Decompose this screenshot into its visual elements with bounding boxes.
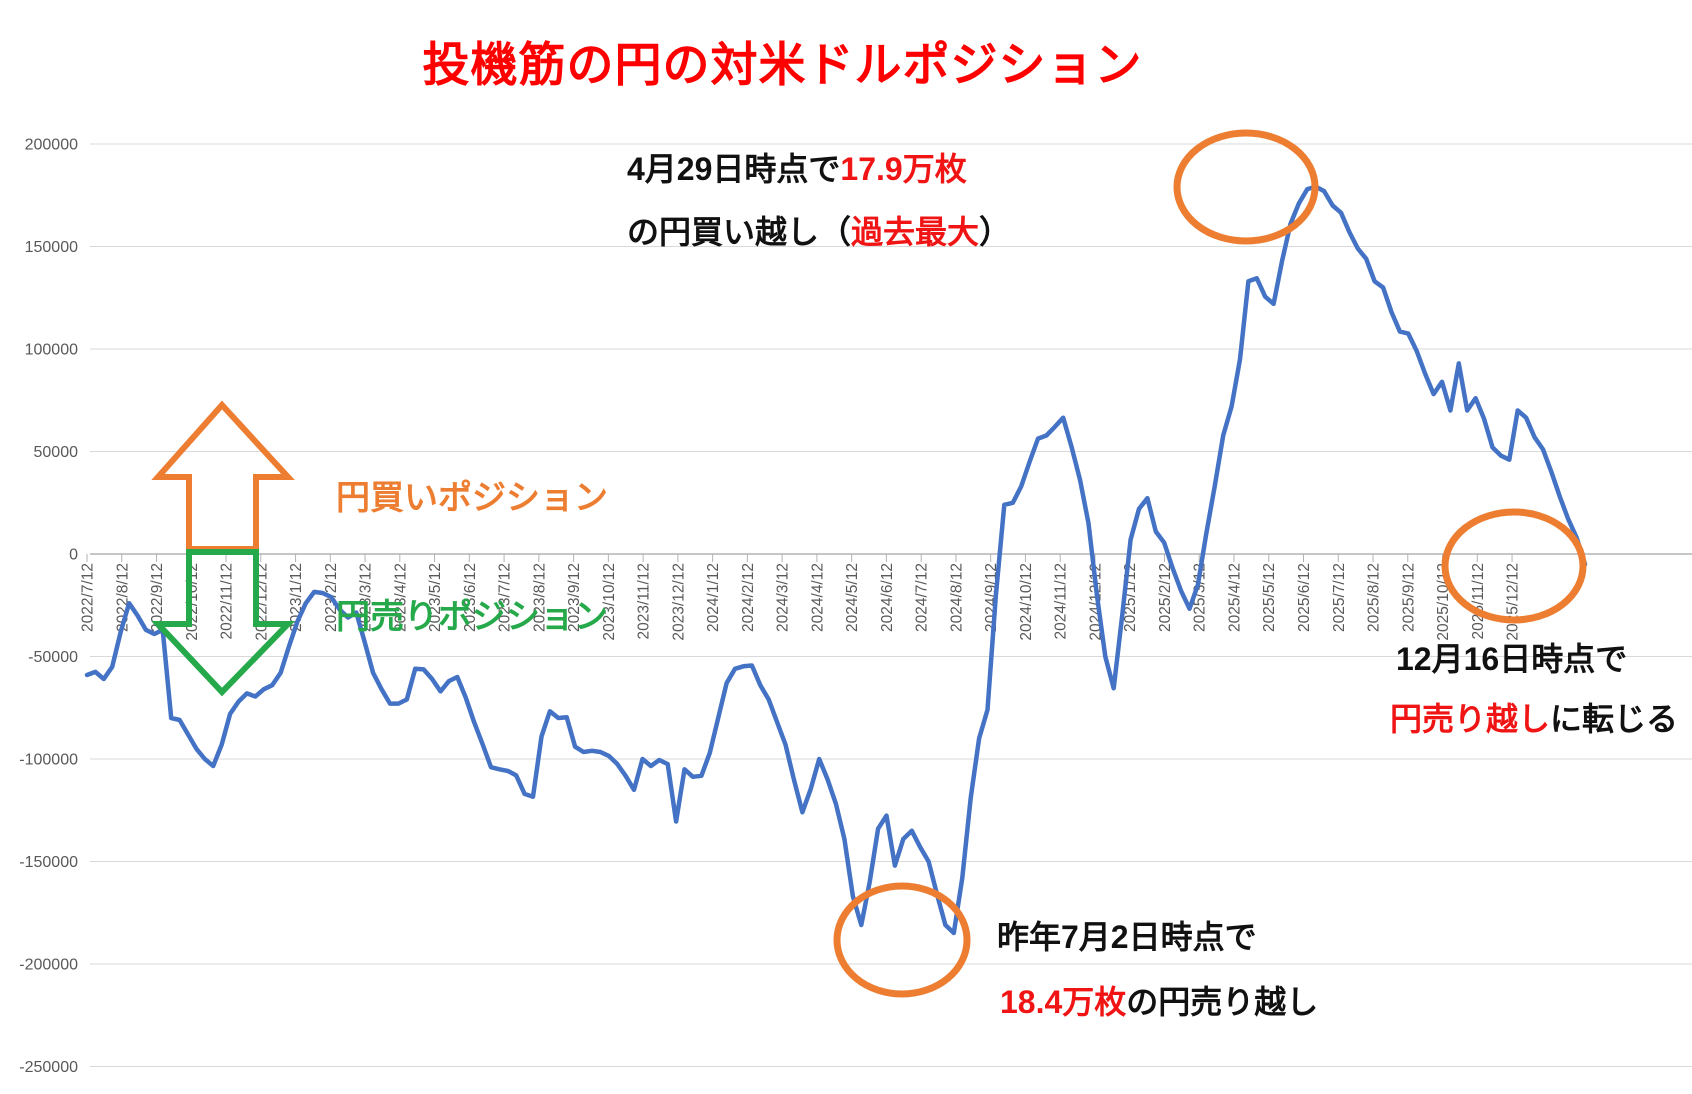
x-axis-tick-label: 2023/6/12 (462, 563, 479, 632)
x-axis-tick-label: 2024/3/12 (775, 563, 792, 632)
annotation-segment-black: の円売り越し (1126, 984, 1319, 1020)
x-axis-tick-label: 2023/4/12 (392, 563, 409, 632)
x-axis-tick-label: 2023/11/12 (636, 563, 653, 639)
x-axis-tick-label: 2025/6/12 (1296, 563, 1313, 632)
x-axis-tick-label: 2024/10/12 (1018, 563, 1035, 641)
y-axis-tick-label: 150000 (25, 239, 78, 256)
x-axis-tick-label: 2024/8/12 (948, 563, 965, 632)
buy-up-arrow-icon (151, 400, 295, 552)
x-axis-tick-label: 2025/8/12 (1366, 563, 1383, 632)
annotation-segment-black: ） (979, 214, 1012, 250)
annotation-segment-black: 12月16日時点で (1396, 641, 1628, 677)
x-axis-tick-label: 2024/1/12 (705, 563, 722, 632)
y-axis-tick-label: -250000 (19, 1059, 78, 1076)
y-axis-tick-label: 50000 (34, 444, 79, 461)
x-axis-tick-label: 2022/11/12 (219, 563, 236, 639)
x-axis-tick-label: 2022/9/12 (149, 563, 166, 632)
x-axis-tick-label: 2025/11/12 (1470, 563, 1487, 639)
y-axis-tick-label: -100000 (19, 752, 78, 769)
x-axis-tick-label: 2025/3/12 (1192, 563, 1209, 632)
latest-annotation-line2: 円売り越しに転じる (1390, 694, 1678, 740)
x-axis-tick-label: 2023/10/12 (601, 563, 618, 641)
x-axis-tick-label: 2023/3/12 (358, 563, 375, 632)
y-axis-tick-label: -200000 (19, 957, 78, 974)
x-axis-tick-label: 2023/12/12 (670, 563, 687, 641)
x-axis-tick-label: 2023/7/12 (497, 563, 514, 632)
x-axis-tick-label: 2024/2/12 (740, 563, 757, 632)
annotation-segment-black: に転じる (1550, 701, 1679, 737)
x-axis-tick-label: 2024/6/12 (879, 563, 896, 632)
sell-down-arrow-icon (151, 549, 296, 697)
x-axis-tick-label: 2025/12/12 (1505, 563, 1522, 641)
x-axis-tick-label: 2025/9/12 (1400, 563, 1417, 632)
x-axis-tick-label: 2023/5/12 (427, 563, 444, 632)
sell-position-label: 円売りポジション (336, 598, 608, 636)
trough-annotation-line1: 昨年7月2日時点で (997, 912, 1257, 958)
x-axis-tick-label: 2023/8/12 (531, 563, 548, 632)
x-axis-tick-label: 2024/7/12 (914, 563, 931, 632)
annotation-segment-black: 4月29日時点で (627, 151, 841, 187)
x-axis-tick-label: 2025/2/12 (1157, 563, 1174, 632)
peak-annotation-line2: の円買い越し（過去最大） (627, 207, 1011, 253)
annotation-segment-red: 17.9万枚 (840, 151, 967, 187)
peak-highlight-ellipse (1173, 129, 1319, 245)
x-axis-tick-label: 2025/7/12 (1331, 563, 1348, 632)
x-axis-tick-label: 2022/7/12 (80, 563, 97, 632)
latest-annotation-line1: 12月16日時点で (1396, 634, 1627, 680)
x-axis-tick-label: 2024/11/12 (1053, 563, 1070, 639)
annotation-segment-red: 過去最大 (851, 214, 980, 250)
x-axis-tick-label: 2025/5/12 (1261, 563, 1278, 632)
y-axis-tick-label: 200000 (25, 137, 78, 154)
page-title: 投機筋の円の対米ドルポジション (422, 38, 1143, 91)
buy-position-label: 円買いポジション (336, 479, 608, 517)
annotation-segment-red: 円売り越し (1390, 701, 1551, 737)
latest-highlight-ellipse (1441, 508, 1587, 624)
peak-annotation-line1: 4月29日時点で17.9万枚 (627, 144, 967, 190)
x-axis-tick-label: 2024/5/12 (844, 563, 861, 632)
y-axis-tick-label: 0 (69, 547, 78, 564)
x-axis-tick-label: 2024/4/12 (809, 563, 826, 632)
y-axis-tick-label: -150000 (19, 854, 78, 871)
x-axis-tick-label: 2025/4/12 (1226, 563, 1243, 632)
y-axis-tick-label: 100000 (25, 342, 78, 359)
trough-annotation-line2: 18.4万枚の円売り越し (1000, 977, 1318, 1023)
y-axis-tick-label: -50000 (28, 649, 78, 666)
annotation-segment-black: 昨年7月2日時点で (997, 919, 1257, 955)
annotation-segment-black: の円買い越し（ (627, 214, 852, 250)
x-axis-tick-label: 2023/9/12 (566, 563, 583, 632)
yen-position-line (84, 184, 1588, 936)
trough-highlight-ellipse (833, 882, 971, 998)
annotation-segment-red: 18.4万枚 (1000, 984, 1127, 1020)
